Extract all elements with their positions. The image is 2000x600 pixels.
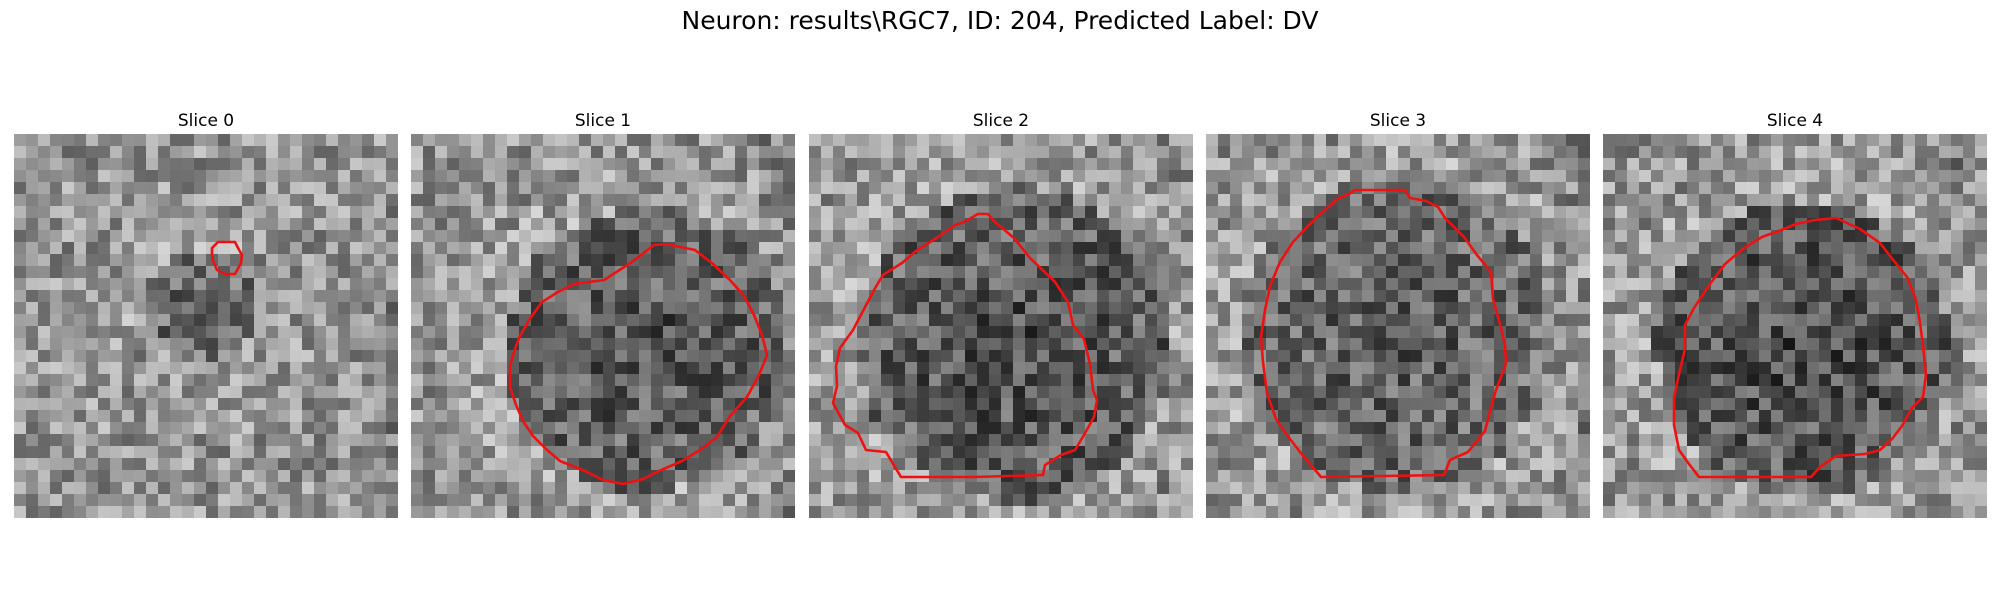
slice-image-0 (14, 134, 398, 518)
pixel-grid (1206, 134, 1590, 518)
pixel-grid (809, 134, 1193, 518)
slice-panel-4: Slice 4 (1603, 108, 1987, 518)
slice-title-1: Slice 1 (574, 111, 632, 131)
pixel-grid (1603, 134, 1987, 518)
slice-title-3: Slice 3 (1369, 111, 1427, 131)
neuron-contour-0 (210, 240, 244, 276)
slice-image-1 (411, 134, 795, 518)
pixel-grid (411, 134, 795, 518)
slice-panel-2: Slice 2 (809, 108, 1193, 518)
neuron-contour-2 (831, 212, 1099, 479)
figure-title: Neuron: results\RGC7, ID: 204, Predicted… (681, 6, 1319, 35)
slice-panel-1: Slice 1 (411, 108, 795, 518)
neuron-contour-4 (1672, 216, 1928, 479)
pixel-grid (14, 134, 398, 518)
slice-panel-3: Slice 3 (1206, 108, 1590, 518)
slice-title-0: Slice 0 (177, 111, 235, 131)
slice-image-2 (809, 134, 1193, 518)
neuron-contour-3 (1259, 188, 1508, 479)
slice-image-3 (1206, 134, 1590, 518)
slice-title-2: Slice 2 (972, 111, 1030, 131)
slice-title-4: Slice 4 (1766, 111, 1824, 131)
neuron-contour-1 (508, 242, 769, 486)
slice-panel-0: Slice 0 (14, 108, 398, 518)
slice-image-4 (1603, 134, 1987, 518)
